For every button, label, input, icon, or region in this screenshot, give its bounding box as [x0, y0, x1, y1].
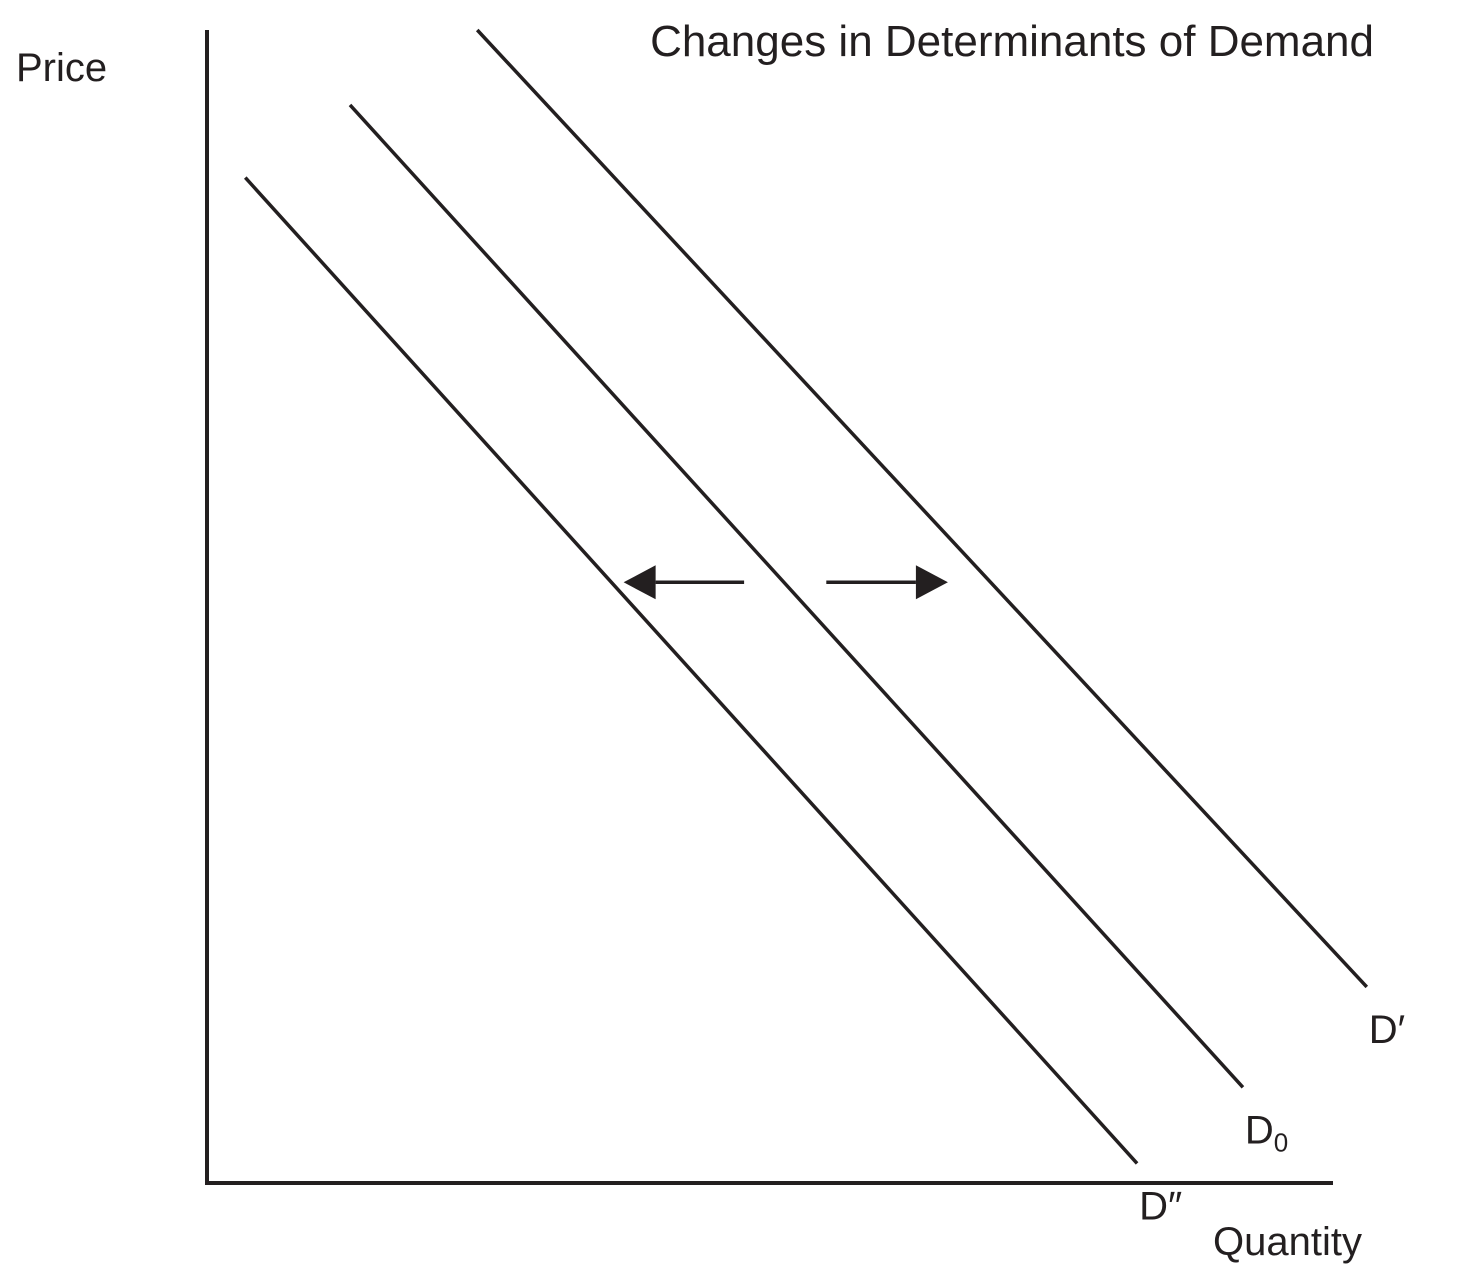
arrow-left-head	[623, 565, 656, 600]
d-prime-label: D′	[1369, 1008, 1405, 1052]
d-double-prime-label: D″	[1139, 1184, 1182, 1228]
y-axis-label: Price	[16, 46, 107, 90]
arrow-right-icon	[826, 565, 948, 600]
d-double-prime-curve	[243, 176, 1139, 1165]
arrow-right-head	[915, 565, 948, 600]
shift-arrows	[623, 565, 948, 600]
chart-title: Changes in Determinants of Demand	[650, 17, 1374, 66]
d-zero-label: D0	[1245, 1108, 1288, 1157]
d-zero-label-subscript: 0	[1274, 1127, 1288, 1157]
demand-curves: D′ D0 D″	[243, 28, 1405, 1228]
d-prime-curve	[475, 28, 1369, 989]
d-zero-curve	[348, 103, 1245, 1089]
x-axis-label: Quantity	[1213, 1220, 1362, 1264]
arrow-left-icon	[623, 565, 745, 600]
